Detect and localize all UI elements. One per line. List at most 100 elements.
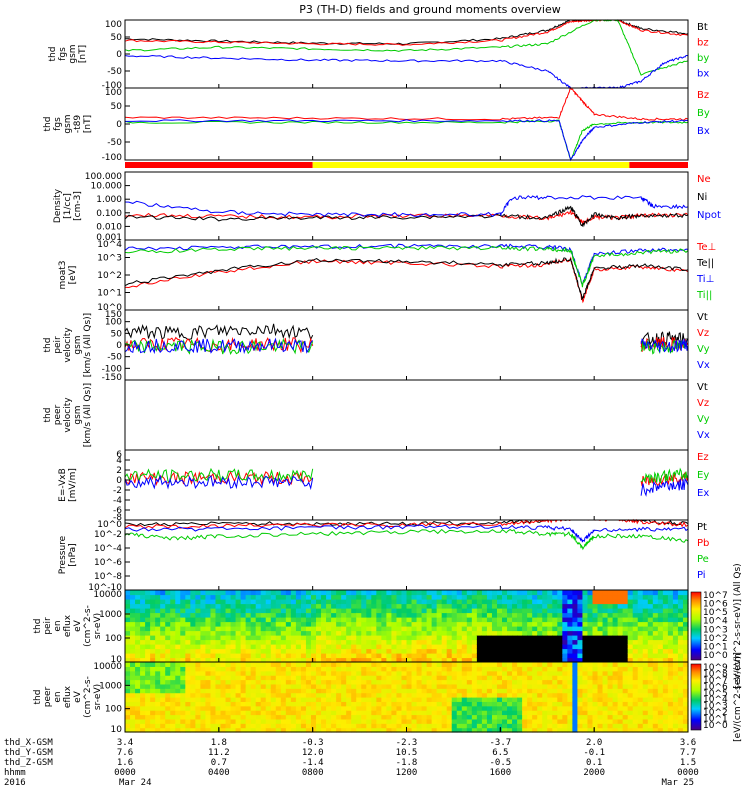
heatmap-cell: [677, 701, 684, 707]
heatmap-cell: [300, 662, 307, 667]
heatmap-cell: [270, 670, 277, 676]
heatmap-cell: [572, 653, 579, 659]
bottom-axis-block: thd_X-GSM 3.4 1.8 -0.3 -2.3 -3.7 2.0 3.6thd_Y-G…: [4, 727, 699, 788]
heatmap-cell: [341, 594, 347, 600]
heatmap-cell: [250, 675, 257, 681]
heatmap-cell: [667, 594, 674, 600]
heatmap-cell: [416, 688, 423, 694]
heatmap-cell: [517, 692, 523, 698]
heatmap-cell: [331, 666, 337, 672]
bottom-row-value: 0800: [302, 768, 324, 778]
heatmap-cell: [285, 697, 292, 702]
heatmap-cell: [336, 688, 342, 694]
heatmap-cell: [537, 727, 543, 733]
heatmap-cell: [622, 621, 629, 627]
heatmap-cell: [180, 662, 186, 667]
heatmap-cell: [200, 630, 207, 636]
heatmap-cell: [637, 590, 644, 596]
heatmap-cell: [486, 630, 493, 636]
heatmap-cell: [547, 594, 553, 600]
heatmap-cell: [642, 599, 649, 605]
heatmap-cell: [592, 648, 599, 654]
heatmap-cell: [582, 644, 589, 650]
heatmap-cell: [552, 710, 558, 716]
heatmap-cell: [567, 603, 573, 609]
heatmap-cell: [125, 675, 131, 681]
heatmap-cell: [587, 639, 594, 645]
heatmap-cell: [290, 608, 297, 614]
heatmap-cell: [316, 692, 322, 698]
heatmap-cell: [421, 635, 428, 641]
heatmap-cell: [270, 599, 277, 605]
y-axis-label: thd: [43, 117, 53, 132]
heatmap-cell: [175, 599, 181, 605]
heatmap-cell: [572, 666, 579, 672]
heatmap-cell: [346, 648, 352, 654]
heatmap-cell: [582, 603, 589, 609]
heatmap-cell: [627, 675, 634, 681]
heatmap-cell: [426, 621, 433, 627]
heatmap-cell: [592, 727, 599, 733]
heatmap-cell: [321, 630, 327, 636]
heatmap-cell: [577, 727, 584, 733]
heatmap-cell: [155, 648, 161, 654]
heatmap-cell: [491, 710, 498, 716]
heatmap-cell: [622, 710, 629, 716]
heatmap-cell: [300, 635, 307, 641]
heatmap-cell: [205, 612, 212, 618]
heatmap-cell: [662, 635, 669, 641]
heatmap-cell: [642, 697, 649, 702]
heatmap-cell: [310, 692, 317, 698]
heatmap-cell: [195, 675, 202, 681]
heatmap-cell: [421, 670, 428, 676]
heatmap-cell: [391, 727, 398, 733]
heatmap-cell: [677, 617, 684, 623]
heatmap-cell: [341, 688, 347, 694]
heatmap-cell: [471, 666, 478, 672]
heatmap-cell: [577, 662, 584, 667]
heatmap-cell: [386, 617, 393, 623]
heatmap-cell: [386, 662, 393, 667]
heatmap-cell: [657, 697, 664, 702]
heatmap-cell: [351, 653, 357, 659]
heatmap-cell: [321, 662, 327, 667]
heatmap-cell: [587, 653, 594, 659]
heatmap-cell: [130, 644, 136, 650]
heatmap-cell: [270, 727, 277, 733]
heatmap-cell: [245, 727, 252, 733]
heatmap-cell: [145, 599, 151, 605]
heatmap-cell: [321, 692, 327, 698]
heatmap-cell: [225, 657, 232, 663]
heatmap-cell: [522, 621, 528, 627]
heatmap-cell: [572, 621, 579, 627]
heatmap-cell: [632, 608, 639, 614]
heatmap-cell: [527, 692, 533, 698]
heatmap-cell: [361, 714, 367, 720]
y-tick-label: 50: [111, 102, 123, 112]
heatmap-cell: [295, 630, 302, 636]
heatmap-cell: [617, 621, 624, 627]
colorbar-tick-label: 10^7: [703, 591, 728, 601]
heatmap-cell: [562, 621, 568, 627]
heatmap-cell: [597, 666, 604, 672]
heatmap-cell: [496, 662, 503, 667]
heatmap-cell: [155, 617, 161, 623]
heatmap-cell: [471, 603, 478, 609]
heatmap-cell: [190, 635, 196, 641]
heatmap-cell: [542, 621, 548, 627]
heatmap-cell: [602, 635, 609, 641]
heatmap-cell: [542, 648, 548, 654]
heatmap-cell: [165, 644, 171, 650]
heatmap-cell: [627, 648, 634, 654]
heatmap-cell: [657, 639, 664, 645]
heatmap-cell: [285, 612, 292, 618]
heatmap-cell: [436, 612, 443, 618]
heatmap-cell: [557, 718, 563, 724]
heatmap-cell: [512, 710, 518, 716]
heatmap-cell: [270, 630, 277, 636]
bottom-row-value: 2.0: [586, 738, 602, 748]
heatmap-cell: [326, 692, 332, 698]
heatmap-cell: [642, 612, 649, 618]
heatmap-cell: [331, 701, 337, 707]
heatmap-cell: [547, 675, 553, 681]
